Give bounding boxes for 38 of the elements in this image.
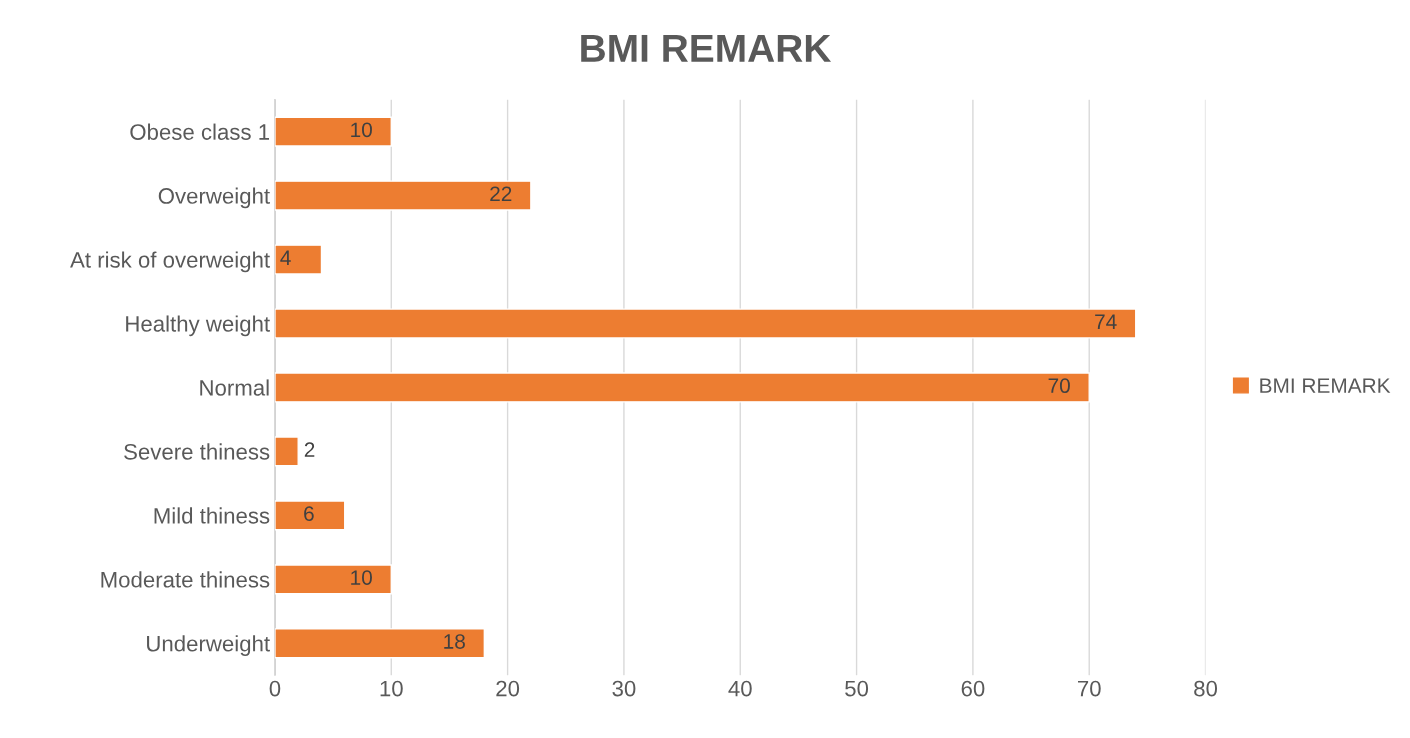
y-tick-label: At risk of overweight [70, 251, 270, 273]
bar [274, 564, 392, 595]
bar [274, 628, 486, 659]
chart-title: BMI REMARK [581, 34, 832, 62]
bar [274, 308, 1137, 339]
y-tick-label: Underweight [147, 635, 270, 656]
y-tick-label: Obese class 1 [130, 123, 270, 140]
y-tick-label: Healthy weight [126, 315, 270, 337]
legend-label: BMI REMARK [1260, 378, 1391, 393]
x-tick-label: 80 [1194, 680, 1218, 697]
bar [274, 244, 323, 275]
x-tick-label: 10 [380, 680, 403, 697]
bar [274, 180, 532, 211]
y-tick-label: Moderate thiness [101, 571, 270, 588]
data-label: 70 [1048, 378, 1070, 394]
data-label: 18 [444, 634, 465, 649]
bar [274, 436, 299, 467]
y-tick-label: Overweight [158, 187, 270, 209]
x-tick-label: 70 [1078, 680, 1101, 697]
x-tick-label: 30 [612, 680, 636, 697]
x-tick-label: 60 [961, 680, 985, 697]
x-tick-label: 40 [728, 680, 752, 697]
data-label: 2 [304, 442, 315, 457]
data-label: 6 [304, 506, 314, 521]
data-label: 4 [280, 250, 291, 265]
bar [274, 116, 392, 147]
bar [274, 372, 1090, 403]
data-label: 74 [1095, 314, 1117, 329]
bar [274, 500, 346, 531]
data-label: 10 [351, 122, 372, 138]
x-tick-label: 0 [269, 680, 281, 697]
data-label: 10 [351, 570, 372, 585]
x-tick-label: 20 [496, 680, 520, 697]
y-tick-label: Normal [200, 379, 269, 396]
y-tick-label: Mild thiness [154, 507, 270, 524]
y-tick-label: Severe thiness [124, 443, 270, 460]
data-label: 22 [490, 186, 512, 201]
x-tick-label: 50 [845, 680, 869, 697]
